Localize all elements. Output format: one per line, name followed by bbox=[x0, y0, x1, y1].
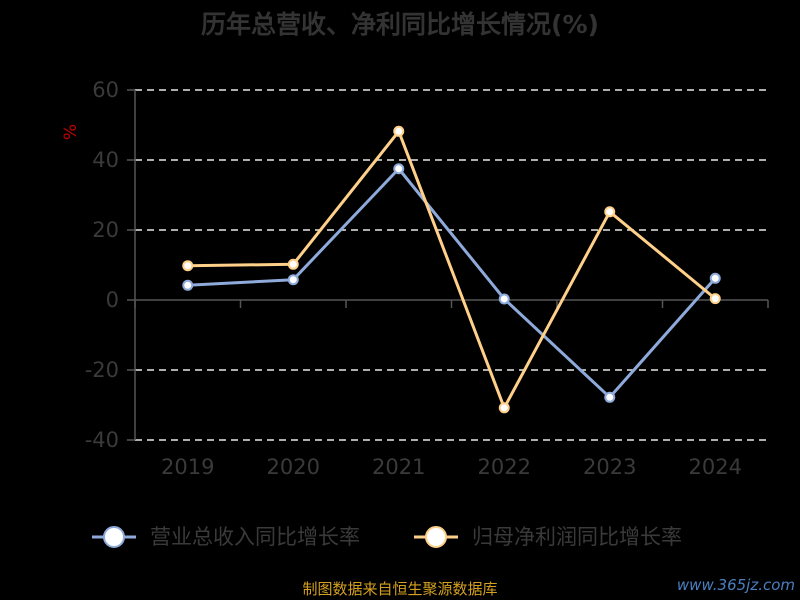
axes bbox=[127, 89, 769, 441]
data-point[interactable] bbox=[604, 206, 616, 218]
data-point[interactable] bbox=[498, 402, 510, 414]
y-tick-label: -20 bbox=[85, 358, 119, 382]
watermark: www.365jz.com bbox=[677, 576, 795, 594]
data-point[interactable] bbox=[287, 258, 299, 270]
y-tick-label: 40 bbox=[92, 148, 119, 172]
series-revenue-growth bbox=[182, 163, 721, 403]
data-point[interactable] bbox=[498, 293, 510, 305]
y-tick-label: 0 bbox=[106, 288, 119, 312]
data-point[interactable] bbox=[182, 279, 194, 291]
x-tick-label: 2019 bbox=[161, 455, 214, 479]
series-net-profit-growth bbox=[182, 125, 721, 414]
data-point[interactable] bbox=[709, 272, 721, 284]
legend-label-revenue: 营业总收入同比增长率 bbox=[150, 525, 360, 549]
data-point[interactable] bbox=[604, 391, 616, 403]
data-point[interactable] bbox=[709, 293, 721, 305]
legend-label-net-profit: 归母净利润同比增长率 bbox=[472, 525, 682, 549]
legend-marker-revenue bbox=[103, 526, 125, 548]
data-point[interactable] bbox=[182, 260, 194, 272]
y-tick-label: 60 bbox=[92, 78, 119, 102]
legend-item-revenue[interactable]: 营业总收入同比增长率 bbox=[92, 525, 360, 549]
y-tick-labels: 60 40 20 0 -20 -40 bbox=[85, 78, 119, 452]
data-source-note: 制图数据来自恒生聚源数据库 bbox=[302, 580, 497, 598]
chart-title: 历年总营收、净利同比增长情况(%) bbox=[201, 10, 599, 39]
data-point[interactable] bbox=[287, 274, 299, 286]
data-point[interactable] bbox=[393, 125, 405, 137]
legend: 营业总收入同比增长率 归母净利润同比增长率 bbox=[92, 525, 682, 549]
y-tick-label: -40 bbox=[85, 428, 119, 452]
y-axis-unit: % bbox=[61, 124, 81, 140]
series-line bbox=[187, 167, 717, 399]
y-tick-label: 20 bbox=[92, 218, 119, 242]
data-point[interactable] bbox=[393, 163, 405, 175]
x-tick-label: 2022 bbox=[478, 455, 531, 479]
x-tick-labels: 2019 2020 2021 2022 2023 2024 bbox=[161, 455, 742, 479]
legend-marker-net-profit bbox=[425, 526, 447, 548]
x-tick-label: 2021 bbox=[372, 455, 425, 479]
grid bbox=[135, 89, 768, 441]
series-lines bbox=[182, 125, 721, 414]
x-tick-label: 2024 bbox=[689, 455, 742, 479]
x-tick-label: 2023 bbox=[583, 455, 636, 479]
series-line bbox=[187, 129, 717, 410]
legend-item-net-profit[interactable]: 归母净利润同比增长率 bbox=[414, 525, 682, 549]
x-tick-label: 2020 bbox=[267, 455, 320, 479]
